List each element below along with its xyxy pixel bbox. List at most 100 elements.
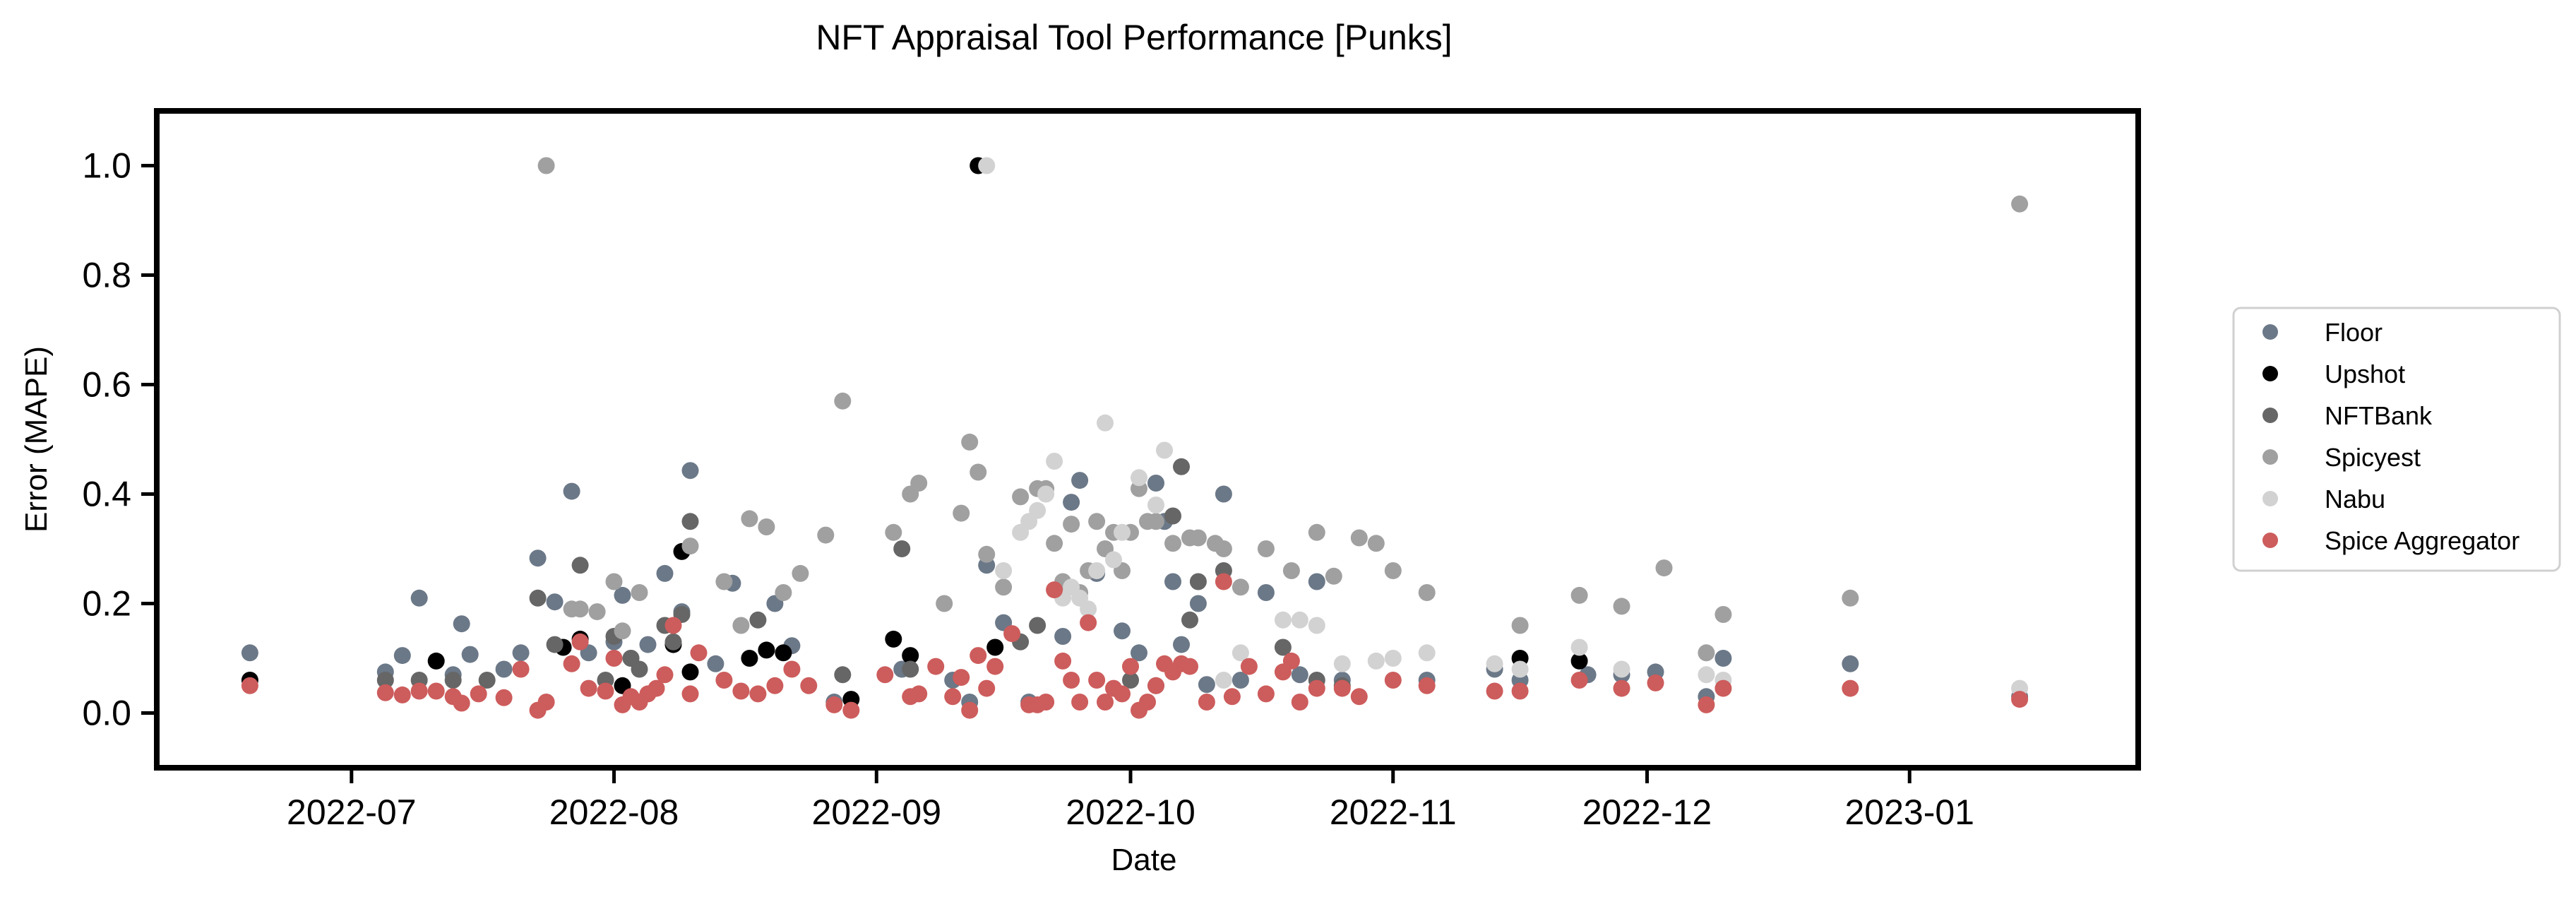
point-spicyest-19 xyxy=(936,595,953,612)
point-spice-aggregator-36 xyxy=(910,685,928,703)
point-upshot-13 xyxy=(902,647,919,665)
point-spice-aggregator-22 xyxy=(656,666,674,684)
point-upshot-12 xyxy=(885,630,902,648)
point-floor-17 xyxy=(656,564,674,582)
legend-marker-spicyest xyxy=(2262,449,2278,465)
point-spicyest-10 xyxy=(741,510,758,528)
point-floor-11 xyxy=(563,482,580,500)
point-nabu-29 xyxy=(1570,638,1588,656)
point-spice-aggregator-57 xyxy=(1122,658,1139,675)
legend: Floor Upshot NFTBank Spicyest Nabu Spice Aggr… xyxy=(2232,307,2561,572)
point-spicyest-20 xyxy=(953,504,970,522)
point-spicyest-13 xyxy=(792,564,809,582)
point-nabu-13 xyxy=(1105,551,1122,569)
x-tick-label: 2023-01 xyxy=(1844,792,1974,832)
legend-frame xyxy=(2232,307,2561,572)
point-spice-aggregator-68 xyxy=(1240,658,1258,675)
chart-title: NFT Appraisal Tool Performance [Punks] xyxy=(816,18,1452,57)
point-upshot-7 xyxy=(681,663,699,681)
x-tick-label: 2022-07 xyxy=(287,792,417,832)
point-upshot-17 xyxy=(1570,652,1588,670)
point-spicyest-18 xyxy=(910,475,928,492)
point-spicyest-49 xyxy=(1308,523,1325,541)
point-nabu-21 xyxy=(1291,611,1308,629)
point-spice-aggregator-51 xyxy=(1071,694,1089,711)
point-spicyest-53 xyxy=(1384,562,1402,579)
point-spice-aggregator-49 xyxy=(1054,652,1072,670)
point-floor-37 xyxy=(1147,475,1164,492)
point-nabu-22 xyxy=(1308,617,1325,634)
point-nftbank-26 xyxy=(1189,573,1207,590)
point-spicyest-45 xyxy=(1215,540,1232,557)
point-spice-aggregator-34 xyxy=(876,666,894,684)
point-spicyest-61 xyxy=(1842,589,1859,607)
point-floor-41 xyxy=(1189,595,1207,612)
point-spicyest-14 xyxy=(817,526,835,544)
point-nabu-28 xyxy=(1511,660,1529,678)
point-nabu-11 xyxy=(1088,562,1106,579)
point-spice-aggregator-2 xyxy=(393,686,411,703)
legend-marker-spice-aggregator xyxy=(2262,533,2278,548)
point-spice-aggregator-83 xyxy=(1698,696,1715,713)
point-spice-aggregator-14 xyxy=(580,679,597,697)
point-nabu-6 xyxy=(1046,453,1063,470)
point-floor-3 xyxy=(410,589,428,607)
point-nftbank-15 xyxy=(749,611,767,629)
legend-entries: Floor Upshot NFTBank Spicyest Nabu Spice Aggr… xyxy=(2262,318,2520,555)
legend-label-floor: Floor xyxy=(2325,318,2383,347)
point-nftbank-6 xyxy=(571,557,589,574)
point-spice-aggregator-69 xyxy=(1257,685,1275,703)
point-spice-aggregator-6 xyxy=(453,694,470,712)
point-spice-aggregator-81 xyxy=(1613,679,1630,697)
point-spicyest-62 xyxy=(2011,195,2029,213)
point-nabu-5 xyxy=(1037,485,1055,503)
point-spice-aggregator-64 xyxy=(1181,658,1198,675)
point-spicyest-5 xyxy=(614,622,631,640)
point-spice-aggregator-1 xyxy=(376,684,394,701)
point-spicyest-21 xyxy=(961,433,979,451)
point-spice-aggregator-21 xyxy=(648,679,665,697)
point-spice-aggregator-39 xyxy=(953,669,970,687)
point-nftbank-23 xyxy=(1164,507,1181,525)
point-spice-aggregator-25 xyxy=(690,644,708,662)
point-spicyest-0 xyxy=(537,157,555,174)
point-spice-aggregator-82 xyxy=(1647,674,1664,691)
point-spicyest-11 xyxy=(758,518,775,535)
point-spice-aggregator-26 xyxy=(715,672,733,689)
point-spice-aggregator-52 xyxy=(1080,614,1097,631)
point-nabu-15 xyxy=(1131,469,1147,487)
point-floor-20 xyxy=(707,655,724,672)
point-spicyest-25 xyxy=(1012,488,1030,506)
point-spicyest-30 xyxy=(1063,516,1080,533)
point-spice-aggregator-78 xyxy=(1486,682,1503,700)
point-spice-aggregator-40 xyxy=(961,701,979,719)
point-nabu-1 xyxy=(995,562,1013,579)
point-nabu-30 xyxy=(1613,660,1630,678)
point-spice-aggregator-44 xyxy=(1003,625,1021,643)
point-floor-45 xyxy=(1257,584,1275,601)
y-tick-label: 0.8 xyxy=(82,256,131,295)
point-spicyest-59 xyxy=(1698,644,1715,662)
point-spicyest-9 xyxy=(732,617,750,634)
point-spice-aggregator-0 xyxy=(241,677,258,694)
x-tick-label: 2022-11 xyxy=(1330,792,1457,832)
point-nftbank-16 xyxy=(834,666,852,684)
point-spice-aggregator-32 xyxy=(825,696,843,713)
point-nabu-19 xyxy=(1232,644,1249,662)
point-spice-aggregator-7 xyxy=(470,685,487,703)
point-floor-35 xyxy=(1114,622,1131,640)
point-nabu-27 xyxy=(1486,655,1503,672)
point-spicyest-3 xyxy=(588,603,606,621)
legend-label-spice-aggregator: Spice Aggregator xyxy=(2325,526,2520,555)
point-spice-aggregator-59 xyxy=(1139,694,1156,711)
point-floor-8 xyxy=(512,644,530,662)
point-floor-44 xyxy=(1232,672,1249,689)
point-upshot-10 xyxy=(775,644,792,662)
point-nabu-26 xyxy=(1418,644,1436,662)
point-floor-56 xyxy=(1715,650,1732,667)
x-axis-label: Date xyxy=(1111,843,1177,877)
point-upshot-8 xyxy=(741,650,758,667)
point-spice-aggregator-38 xyxy=(944,688,962,706)
point-spice-aggregator-85 xyxy=(1842,679,1859,697)
